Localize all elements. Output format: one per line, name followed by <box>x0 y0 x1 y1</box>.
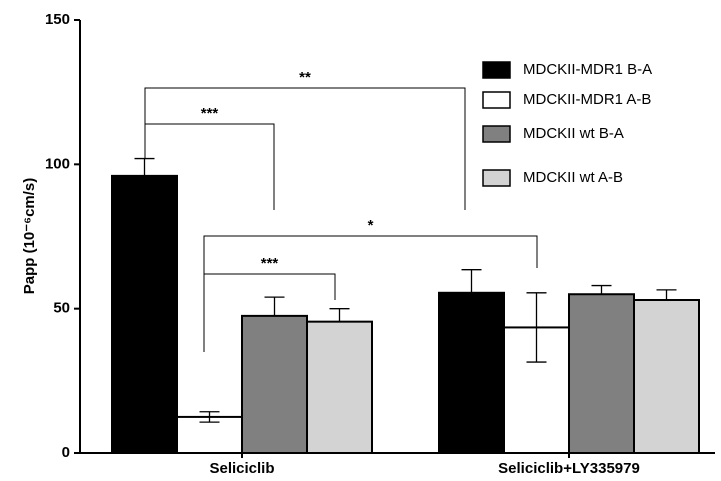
bar <box>438 291 505 455</box>
legend-label: MDCKII wt B-A <box>523 125 624 142</box>
bar <box>111 174 178 454</box>
y-tick-label: 50 <box>53 300 70 317</box>
significance-bracket <box>145 123 275 210</box>
legend-swatch <box>482 169 511 187</box>
significance-label: *** <box>261 255 279 272</box>
bar <box>568 293 635 454</box>
bar <box>176 415 243 454</box>
legend-swatch <box>482 91 511 109</box>
y-axis-label: Papp (10⁻⁶cm/s) <box>21 178 38 295</box>
y-tick-label: 100 <box>45 155 70 172</box>
significance-label: *** <box>201 105 219 122</box>
legend-label: MDCKII-MDR1 A-B <box>523 91 651 108</box>
bar <box>241 314 308 454</box>
bar <box>633 299 700 454</box>
significance-bracket <box>204 273 336 300</box>
bar <box>306 320 373 455</box>
x-tick-label: Seliciclib <box>209 460 274 477</box>
y-tick-label: 150 <box>45 11 70 28</box>
significance-label: * <box>368 217 374 234</box>
significance-bracket <box>144 87 466 210</box>
significance-label: ** <box>299 69 311 86</box>
legend-label: MDCKII-MDR1 B-A <box>523 61 652 78</box>
bar <box>503 326 570 454</box>
significance-bracket <box>203 235 538 352</box>
legend-swatch <box>482 125 511 143</box>
legend-swatch <box>482 61 511 79</box>
legend-label: MDCKII wt A-B <box>523 169 623 186</box>
y-tick-label: 0 <box>62 444 70 461</box>
x-tick-label: Seliciclib+LY335979 <box>498 460 640 477</box>
